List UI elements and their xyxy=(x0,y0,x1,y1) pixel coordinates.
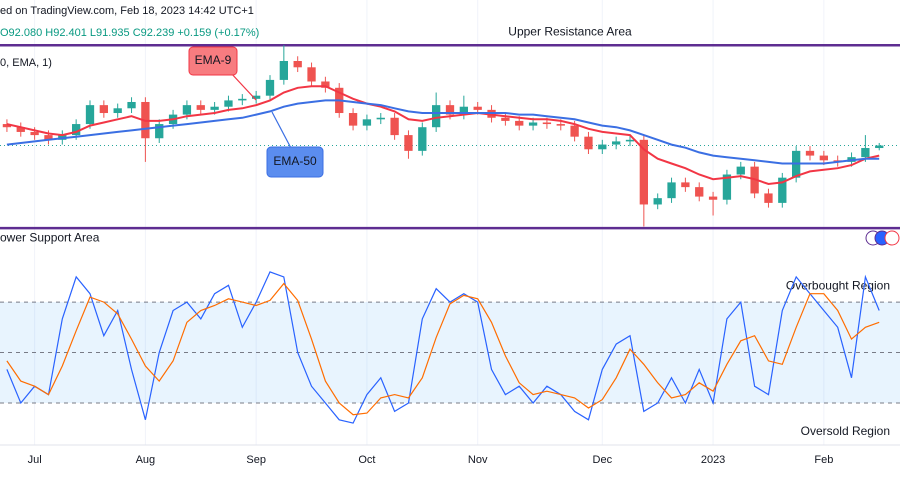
x-tick-label: Oct xyxy=(358,454,375,466)
candle-body xyxy=(612,141,621,145)
candle-body xyxy=(404,135,413,151)
indicator-label: 0, EMA, 1) xyxy=(0,57,52,69)
candle-body xyxy=(875,145,884,149)
candle-body xyxy=(252,95,261,99)
legend-label: EMA-9 xyxy=(195,53,232,67)
annotation: Oversold Region xyxy=(801,424,890,438)
annotation: Overbought Region xyxy=(786,278,890,292)
candle-body xyxy=(99,105,108,114)
series-line xyxy=(6,99,880,165)
ema50-callout: EMA-50 xyxy=(266,111,324,178)
candle-body xyxy=(210,106,219,110)
candle-body xyxy=(182,105,192,115)
candle-body xyxy=(279,60,288,80)
series-line xyxy=(6,271,880,424)
candle-body xyxy=(778,177,787,203)
header-source: ed on TradingView.com, Feb 18, 2023 14:4… xyxy=(0,5,254,17)
candle-body xyxy=(528,122,538,126)
callout-box xyxy=(266,146,324,178)
callout-arrow xyxy=(271,111,293,151)
candle-body xyxy=(307,67,316,82)
icons xyxy=(865,230,900,246)
grid xyxy=(34,0,825,445)
x-tick-label: Nov xyxy=(468,454,488,466)
candle-body xyxy=(639,139,648,205)
series-line xyxy=(6,282,880,416)
legend-label: EMA-50 xyxy=(273,154,317,168)
candle-body xyxy=(556,124,565,126)
x-axis: Jul Aug Sep Oct Nov Dec 2023 Feb xyxy=(28,454,834,466)
candle-body xyxy=(196,105,205,110)
candle-body xyxy=(432,105,441,128)
candle-body xyxy=(445,105,455,115)
series-line xyxy=(6,85,880,186)
candle-body xyxy=(2,124,12,128)
level-label: Upper Resistance Area xyxy=(508,24,632,38)
candle-body xyxy=(44,135,53,140)
candle-body xyxy=(653,198,662,205)
x-tick-label: Aug xyxy=(136,454,156,466)
x-tick-label: Dec xyxy=(593,454,613,466)
x-tick-label: Feb xyxy=(814,454,833,466)
candle-body xyxy=(418,127,427,151)
x-tick-label: 2023 xyxy=(701,454,725,466)
candle-body xyxy=(348,113,358,126)
candle-body xyxy=(238,98,247,101)
candle-body xyxy=(598,144,607,150)
x-tick-label: Sep xyxy=(246,454,266,466)
ema9-callout: EMA-9 xyxy=(188,46,257,101)
callout-box xyxy=(188,46,238,76)
candle-body xyxy=(376,117,385,120)
candle-body xyxy=(85,105,95,125)
candle-body xyxy=(390,117,399,136)
x-tick-label: Jul xyxy=(28,454,42,466)
candle-body xyxy=(293,60,302,68)
candle-body xyxy=(764,193,773,203)
candle-body xyxy=(321,81,330,88)
candle-body xyxy=(155,124,164,139)
header-ohlc: O92.080 H92.401 L91.935 C92.239 +0.159 (… xyxy=(0,27,259,39)
candle-body xyxy=(681,182,690,188)
callout-arrow xyxy=(229,71,257,101)
candle-body xyxy=(805,150,815,156)
price-pane: Upper Resistance Area ower Support Area xyxy=(0,24,900,244)
level-label: ower Support Area xyxy=(0,230,100,244)
candle-body xyxy=(625,139,635,142)
oscillator-pane: Overbought Region Oversold Region xyxy=(0,271,900,438)
candle-body xyxy=(16,127,25,132)
candle-body xyxy=(570,125,579,137)
candle-body xyxy=(542,122,552,125)
candle-body xyxy=(722,174,732,200)
candle-body xyxy=(819,155,828,161)
candle-body xyxy=(72,124,81,136)
candle-body xyxy=(736,166,745,175)
candle-body xyxy=(265,79,275,96)
candle-body xyxy=(515,120,524,126)
icon xyxy=(884,230,900,246)
candle-body xyxy=(224,100,233,107)
candle-body xyxy=(30,131,39,136)
candle-body xyxy=(667,182,676,199)
candle-body xyxy=(695,187,704,197)
candle-body xyxy=(362,119,372,126)
candle-body xyxy=(584,136,593,150)
candle-body xyxy=(127,101,136,109)
candle-body xyxy=(473,106,482,110)
candle-body xyxy=(113,108,122,114)
candle-body xyxy=(708,196,718,200)
candle-body xyxy=(459,106,468,115)
candle-body xyxy=(861,148,870,158)
candle-body xyxy=(501,117,510,121)
